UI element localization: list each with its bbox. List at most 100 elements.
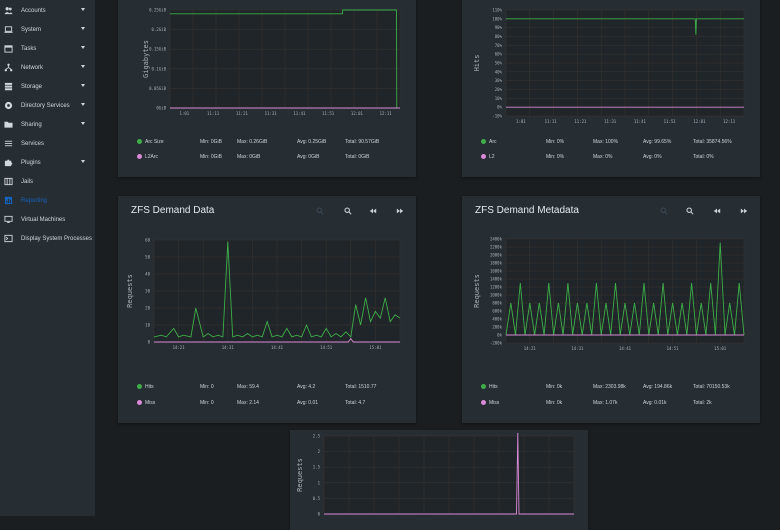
x-tick-label: 12:11: [723, 119, 736, 124]
x-tick-label: 11:51: [322, 111, 335, 116]
sidebar-item-label: Storage: [21, 83, 43, 90]
y-tick-label: 100%: [492, 16, 502, 21]
directory-icon: [4, 101, 13, 110]
network-icon: [4, 63, 13, 72]
legend-name[interactable]: Miss: [489, 400, 500, 406]
legend-total: Total: 4.7: [345, 400, 366, 406]
step-back-icon[interactable]: [713, 207, 721, 215]
x-tick-label: 14:51: [320, 345, 333, 350]
x-tick-label: 11:41: [634, 119, 647, 124]
sidebar-item-sharing[interactable]: Sharing: [0, 115, 95, 134]
x-tick-label: 12:01: [693, 119, 706, 124]
y-tick-label: 30: [145, 289, 150, 294]
y-tick-label: 800k: [492, 301, 502, 306]
zoom-out-icon[interactable]: [686, 207, 694, 215]
chevron-down-icon: [81, 65, 85, 68]
chevron-down-icon: [81, 160, 85, 163]
legend-row: Miss Min: 0 Max: 2.14 Avg: 0.01 Total: 4.7: [118, 398, 416, 408]
sidebar-item-reporting[interactable]: Reporting: [0, 191, 95, 210]
laptop-icon: [4, 25, 13, 34]
legend-name[interactable]: Hits: [489, 384, 498, 390]
zoom-icon[interactable]: [316, 207, 324, 215]
x-tick-label: 11:51: [664, 119, 677, 124]
sidebar-item-label: Network: [21, 64, 44, 71]
y-tick-label: 1800k: [490, 261, 503, 266]
sidebar-item-tasks[interactable]: Tasks: [0, 39, 95, 58]
sidebar-item-label: Display System Processes: [21, 235, 93, 242]
legend-min: Min: 0: [200, 400, 214, 406]
sidebar-item-label: Sharing: [21, 121, 42, 128]
y-tick-label: 0.2GiB: [152, 27, 167, 32]
legend-max: Max: 0.26GiB: [237, 139, 268, 145]
sidebar-item-network[interactable]: Network: [0, 58, 95, 77]
zoom-out-icon[interactable]: [344, 207, 352, 215]
series-line-hits: [153, 241, 401, 338]
step-forward-icon[interactable]: [396, 207, 404, 215]
y-tick-label: 0: [148, 340, 151, 345]
legend-total: Total: 90.57GiB: [345, 139, 380, 145]
y-tick-label: 1000k: [490, 293, 503, 298]
y-tick-label: 60: [145, 238, 150, 243]
y-tick-label: 40: [145, 272, 150, 277]
y-tick-label: 1600k: [490, 269, 503, 274]
y-tick-label: 60%: [495, 52, 503, 57]
x-tick-label: 1:01: [516, 119, 526, 124]
legend-row: L2 Min: 0% Max: 0% Avg: 0% Total: 0%: [462, 152, 760, 162]
y-tick-label: -200k: [490, 341, 503, 346]
legend-min: Min: 0k: [546, 384, 563, 390]
y-axis-label: Hits: [473, 55, 481, 72]
chevron-down-icon: [81, 103, 85, 106]
legend-swatch: [481, 154, 486, 159]
legend-max: Max: 0%: [593, 154, 613, 160]
sidebar-item-display-system-processes[interactable]: Display System Processes: [0, 229, 95, 248]
y-tick-label: 0%: [497, 105, 502, 110]
sidebar-item-label: Tasks: [21, 45, 37, 52]
y-tick-label: 50: [145, 255, 150, 260]
y-tick-label: 0.15GiB: [149, 47, 166, 52]
x-tick-label: 14:21: [173, 345, 186, 350]
step-forward-icon[interactable]: [740, 207, 748, 215]
sidebar-item-system[interactable]: System: [0, 20, 95, 39]
sidebar-item-label: Plugins: [21, 159, 41, 166]
chevron-down-icon: [81, 84, 85, 87]
legend-name[interactable]: Miss: [145, 400, 156, 406]
legend-min: Min: 0%: [546, 139, 565, 145]
x-tick-label: 15:01: [369, 345, 382, 350]
y-tick-label: 2000k: [490, 253, 503, 258]
y-tick-label: 0GiB: [156, 106, 166, 111]
y-tick-label: 0.05GiB: [149, 86, 166, 91]
chart-svg: 0.25GiB 0.2GiB 0.15GiB 0.1GiB 0.05GiB 0GiB 1:0…: [142, 8, 401, 116]
sidebar-item-label: Reporting: [21, 197, 48, 204]
sidebar-item-jails[interactable]: Jails: [0, 172, 95, 191]
y-tick-label: 110%: [492, 8, 502, 13]
legend-name[interactable]: L2: [489, 154, 495, 160]
legend-name[interactable]: Arc: [489, 139, 497, 145]
y-tick-label: 0: [318, 512, 321, 517]
y-tick-label: 80%: [495, 34, 503, 39]
y-tick-label: 50%: [495, 61, 503, 66]
sidebar-item-storage[interactable]: Storage: [0, 77, 95, 96]
x-tick-label: 14:51: [667, 346, 680, 351]
zoom-icon[interactable]: [660, 207, 668, 215]
sidebar-item-plugins[interactable]: Plugins: [0, 153, 95, 172]
legend-max: Max: 2.14: [237, 400, 259, 406]
bottom-chart-card: 2.5 2 1.5 1 0.5 0 Requests: [290, 430, 588, 530]
legend-name[interactable]: Hits: [145, 384, 154, 390]
sidebar-item-directory-services[interactable]: Directory Services: [0, 96, 95, 115]
arc-size-chart: 0.25GiB 0.2GiB 0.15GiB 0.1GiB 0.05GiB 0GiB 1:0…: [142, 8, 401, 116]
sidebar-item-virtual-machines[interactable]: Virtual Machines: [0, 210, 95, 229]
legend-max: Max: 100%: [593, 139, 619, 145]
legend-name[interactable]: Arc Size: [145, 139, 164, 145]
legend-total: Total: 1510.77: [345, 384, 377, 390]
sidebar-item-accounts[interactable]: Accounts: [0, 1, 95, 20]
y-axis-label: Gigabytes: [142, 40, 150, 78]
legend-name[interactable]: L2Arc: [145, 154, 159, 160]
y-tick-label: 10%: [495, 96, 503, 101]
y-tick-label: 0.5: [313, 496, 321, 501]
y-tick-label: 70%: [495, 43, 503, 48]
sidebar-item-services[interactable]: Services: [0, 134, 95, 153]
y-tick-label: 0k: [497, 333, 502, 338]
legend-max: Max: 59.4: [237, 384, 259, 390]
legend-swatch: [137, 139, 142, 144]
step-back-icon[interactable]: [369, 207, 377, 215]
